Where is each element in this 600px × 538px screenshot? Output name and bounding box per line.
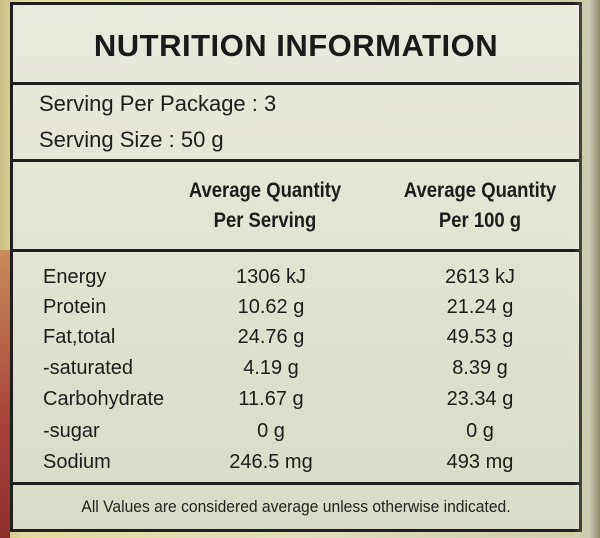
nutrient-name: Fat,total xyxy=(43,326,116,348)
nutrient-rows: Energy 1306 kJ 2613 kJ Protein 10.62 g 2… xyxy=(13,252,579,485)
nutrient-name: -sugar xyxy=(43,420,100,442)
value-per-100g: 0 g xyxy=(466,420,494,442)
value-per-100g: 8.39 g xyxy=(452,357,508,379)
value-per-serving: 4.19 g xyxy=(243,357,299,379)
label-title: NUTRITION INFORMATION xyxy=(13,5,579,85)
value-per-serving: 10.62 g xyxy=(237,296,305,318)
nutrition-label: NUTRITION INFORMATION Serving Per Packag… xyxy=(10,2,582,532)
header-per-serving: Average Quantity Per Serving xyxy=(177,176,353,236)
value-per-serving: 1306 kJ xyxy=(235,266,307,288)
serving-size: Serving Size : 50 g xyxy=(39,127,224,152)
header-per-serving-line1: Average Quantity xyxy=(188,179,342,202)
value-per-serving: 0 g xyxy=(257,420,285,442)
nutrient-name: -saturated xyxy=(43,357,134,379)
table-row: Carbohydrate 11.67 g 23.34 g xyxy=(13,384,579,415)
servings-per-package: Serving Per Package : 3 xyxy=(39,91,277,116)
value-per-100g: 23.34 g xyxy=(446,388,514,410)
serving-info: Serving Per Package : 3 Serving Size : 5… xyxy=(13,85,579,162)
header-per-100g: Average Quantity Per 100 g xyxy=(388,176,573,236)
table-row: -sugar 0 g 0 g xyxy=(13,416,579,447)
value-per-100g: 2613 kJ xyxy=(444,266,516,288)
value-per-serving: 11.67 g xyxy=(238,388,304,410)
value-per-100g: 49.53 g xyxy=(446,326,514,348)
value-per-100g: 21.24 g xyxy=(446,296,514,318)
table-row: Protein 10.62 g 21.24 g xyxy=(13,292,579,323)
value-per-serving: 246.5 mg xyxy=(229,451,313,473)
value-per-100g: 493 mg xyxy=(446,451,514,473)
header-per-100g-line1: Average Quantity xyxy=(403,179,557,202)
table-row: Fat,total 24.76 g 49.53 g xyxy=(13,322,579,353)
header-per-serving-line2: Per Serving xyxy=(213,209,317,232)
header-per-100g-line2: Per 100 g xyxy=(438,209,522,232)
nutrient-name: Energy xyxy=(43,266,107,288)
nutrient-name: Carbohydrate xyxy=(43,388,165,410)
nutrient-name: Protein xyxy=(43,296,107,318)
table-row: -saturated 4.19 g 8.39 g xyxy=(13,353,579,384)
package-red-edge xyxy=(0,250,10,538)
table-row: Sodium 246.5 mg 493 mg xyxy=(13,447,579,478)
nutrient-name: Sodium xyxy=(43,451,111,473)
footer-note: All Values are considered average unless… xyxy=(81,497,511,516)
table-row: Energy 1306 kJ 2613 kJ xyxy=(13,262,579,293)
value-per-serving: 24.76 g xyxy=(237,326,305,348)
column-headers: Average Quantity Per Serving Average Qua… xyxy=(13,162,579,252)
